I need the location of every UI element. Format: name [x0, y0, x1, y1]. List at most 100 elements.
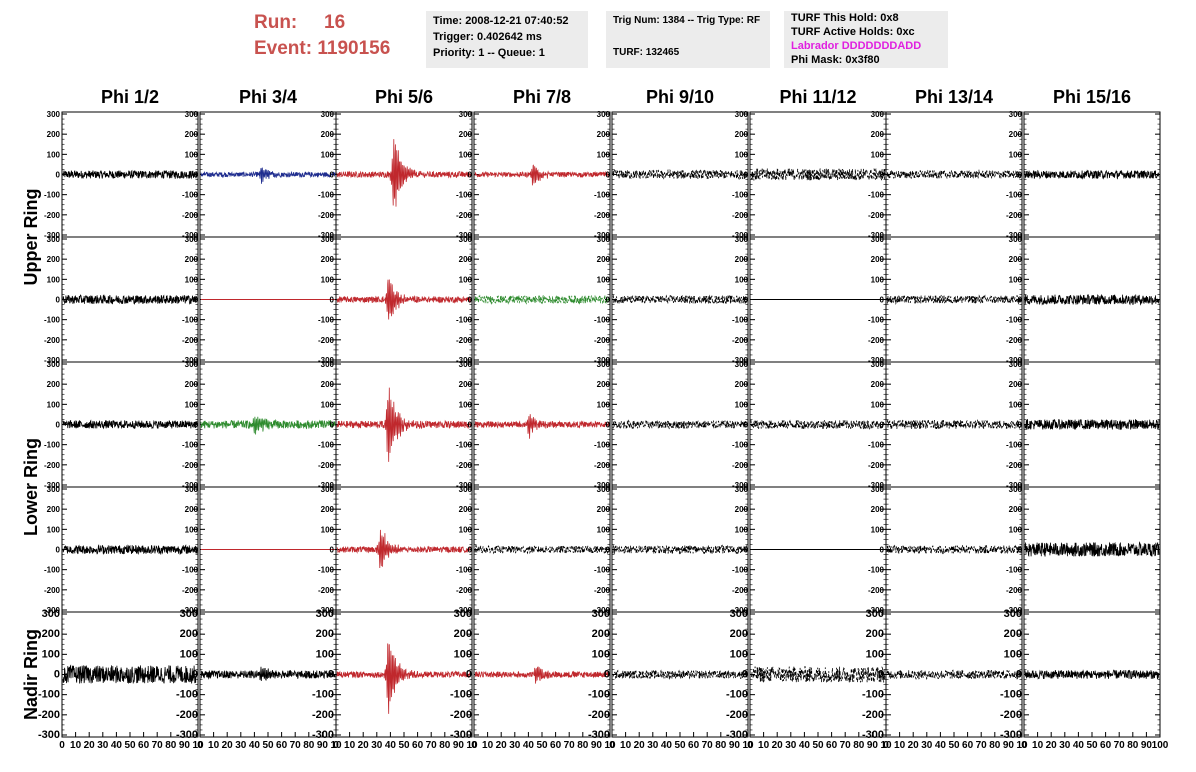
- y-tick-label: 300: [459, 235, 473, 244]
- panel-frame: [611, 111, 749, 238]
- x-tick-label: 90: [1141, 740, 1153, 751]
- y-tick-label: 200: [597, 505, 611, 514]
- waveform-trace: [336, 387, 472, 462]
- waveform-trace: [612, 544, 748, 555]
- x-tick-label: 70: [426, 740, 438, 751]
- y-tick-label: -100: [1006, 566, 1023, 575]
- y-tick-label: -200: [318, 336, 335, 345]
- y-tick-label: -200: [182, 461, 199, 470]
- ring-label: Nadir Ring: [21, 629, 41, 720]
- y-tick-label: 300: [454, 608, 472, 620]
- x-tick-label: 60: [826, 740, 838, 751]
- y-tick-label: 0: [330, 546, 335, 555]
- y-tick-label: 0: [194, 421, 199, 430]
- y-tick-label: 0: [880, 296, 885, 305]
- waveform-trace: [886, 169, 1022, 180]
- x-tick-label: 80: [577, 740, 589, 751]
- y-tick-label: -100: [1000, 689, 1022, 701]
- y-tick-label: 300: [47, 485, 61, 494]
- waveform-trace: [474, 294, 610, 305]
- y-tick-label: 300: [597, 235, 611, 244]
- x-tick-label: 70: [1114, 740, 1126, 751]
- waveform-trace: [474, 164, 610, 186]
- y-tick-label: -300: [44, 356, 61, 365]
- run-label: Run:: [254, 12, 298, 33]
- y-tick-label: 300: [730, 608, 748, 620]
- y-tick-label: -300: [594, 481, 611, 490]
- x-tick-label: 80: [439, 740, 451, 751]
- x-tick-label: 10: [1016, 740, 1028, 751]
- y-tick-label: 200: [1009, 505, 1023, 514]
- y-tick-label: -200: [176, 709, 198, 721]
- y-tick-label: -300: [318, 481, 335, 490]
- y-tick-label: -200: [38, 709, 60, 721]
- y-tick-label: 0: [744, 546, 749, 555]
- y-tick-label: -300: [594, 356, 611, 365]
- y-tick-label: 100: [185, 400, 199, 409]
- y-tick-label: 200: [321, 130, 335, 139]
- y-tick-label: 0: [744, 296, 749, 305]
- x-tick-label: 10: [70, 740, 82, 751]
- turf-info-box: TURF This Hold: 0x8 TURF Active Holds: 0…: [784, 11, 948, 68]
- y-tick-label: -300: [732, 356, 749, 365]
- event-value: 1190156: [317, 38, 391, 59]
- x-tick-label: 90: [453, 740, 465, 751]
- column-header: Phi 15/16: [1053, 87, 1131, 107]
- y-tick-label: -100: [182, 566, 199, 575]
- y-tick-label: 300: [185, 360, 199, 369]
- time-text: Time: 2008-12-21 07:40:52: [433, 15, 569, 27]
- x-tick-label: 50: [1086, 740, 1098, 751]
- y-tick-label: -100: [182, 191, 199, 200]
- phi-mask-text: Phi Mask: 0x3f80: [791, 54, 880, 66]
- y-tick-label: 300: [1009, 360, 1023, 369]
- y-tick-label: 300: [47, 360, 61, 369]
- y-tick-label: -300: [456, 606, 473, 615]
- x-tick-label: 80: [165, 740, 177, 751]
- y-tick-label: 300: [1009, 485, 1023, 494]
- y-tick-label: 100: [47, 400, 61, 409]
- y-tick-label: -100: [726, 689, 748, 701]
- waveform-trace: [336, 643, 472, 714]
- x-tick-label: 0: [59, 740, 65, 751]
- y-tick-label: 100: [321, 400, 335, 409]
- y-tick-label: 0: [194, 546, 199, 555]
- waveform-trace: [336, 139, 472, 207]
- y-tick-label: 200: [185, 380, 199, 389]
- x-tick-label: 20: [84, 740, 96, 751]
- x-tick-label: 40: [523, 740, 535, 751]
- x-tick-label: 40: [111, 740, 123, 751]
- y-tick-label: 100: [592, 648, 610, 660]
- y-tick-label: -300: [44, 606, 61, 615]
- y-tick-label: 0: [56, 171, 61, 180]
- y-tick-label: 100: [1004, 648, 1022, 660]
- x-tick-label: 20: [908, 740, 920, 751]
- y-tick-label: 200: [871, 130, 885, 139]
- y-tick-label: 100: [735, 275, 749, 284]
- y-tick-label: 200: [185, 505, 199, 514]
- trig-info-box: Trig Num: 1384 -- Trig Type: RF TURF: 13…: [606, 11, 770, 68]
- y-tick-label: 100: [185, 275, 199, 284]
- y-tick-label: 200: [592, 628, 610, 640]
- x-tick-label: 30: [371, 740, 383, 751]
- column-header: Phi 3/4: [239, 87, 297, 107]
- y-tick-label: -200: [182, 336, 199, 345]
- y-tick-label: -300: [732, 231, 749, 240]
- y-tick-label: -300: [1006, 606, 1023, 615]
- y-tick-label: -100: [732, 191, 749, 200]
- priority-text: Priority: 1 -- Queue: 1: [433, 47, 545, 59]
- waveform-trace: [62, 169, 198, 180]
- y-tick-label: 300: [321, 360, 335, 369]
- x-tick-label: 80: [989, 740, 1001, 751]
- y-tick-label: 200: [459, 505, 473, 514]
- y-tick-label: 0: [194, 171, 199, 180]
- y-tick-label: 200: [730, 628, 748, 640]
- y-tick-label: 0: [466, 669, 472, 681]
- y-tick-label: 300: [180, 608, 198, 620]
- y-tick-label: 100: [42, 648, 60, 660]
- x-tick-label: 10: [742, 740, 754, 751]
- y-tick-label: -100: [44, 191, 61, 200]
- y-tick-label: 200: [735, 130, 749, 139]
- y-tick-label: 300: [597, 360, 611, 369]
- y-tick-label: 200: [42, 628, 60, 640]
